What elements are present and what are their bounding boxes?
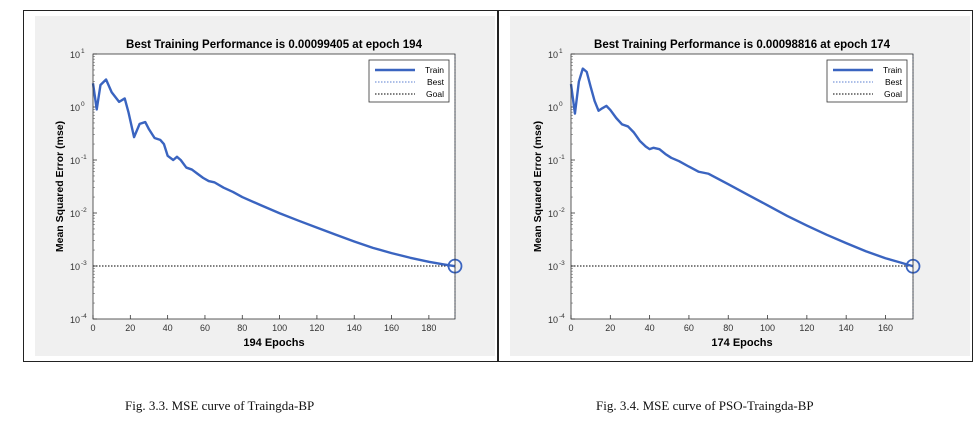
legend-label-goal: Goal xyxy=(884,89,902,99)
y-tick-exponent: -3 xyxy=(559,260,565,267)
legend-label-train: Train xyxy=(425,65,444,75)
x-tick-label: 160 xyxy=(878,323,893,333)
x-tick-label: 100 xyxy=(272,323,287,333)
caption-right: Fig. 3.4. MSE curve of PSO-Traingda-BP xyxy=(596,398,814,413)
x-tick-label: 0 xyxy=(568,323,573,333)
x-tick-label: 180 xyxy=(421,323,436,333)
y-tick-exponent: 1 xyxy=(81,48,85,55)
chart-title: Best Training Performance is 0.00098816 … xyxy=(594,39,891,51)
legend: Train Best Goal xyxy=(826,59,908,103)
y-axis-label: Mean Squared Error (mse) xyxy=(54,121,66,252)
x-tick-label: 40 xyxy=(645,323,655,333)
y-tick-exponent: 0 xyxy=(559,101,563,108)
legend-box xyxy=(826,59,908,103)
train-line xyxy=(569,67,914,268)
y-tick-label: 10 xyxy=(548,156,558,166)
x-tick-label: 120 xyxy=(799,323,814,333)
y-tick-label: 10 xyxy=(548,103,558,113)
x-tick-label: 20 xyxy=(605,323,615,333)
legend-label-goal: Goal xyxy=(426,89,444,99)
y-tick-label: 10 xyxy=(70,103,80,113)
x-tick-label: 80 xyxy=(237,323,247,333)
y-tick-label: 10 xyxy=(70,156,80,166)
x-tick-label: 20 xyxy=(125,323,135,333)
chart-panel-left: Best Training Performance is 0.00099405 … xyxy=(35,16,495,356)
y-tick-exponent: -1 xyxy=(81,154,87,161)
y-tick-exponent: -1 xyxy=(559,154,565,161)
caption-left: Fig. 3.3. MSE curve of Traingda-BP xyxy=(125,398,315,413)
x-tick-label: 100 xyxy=(760,323,775,333)
y-tick-label: 10 xyxy=(548,262,558,272)
x-tick-label: 140 xyxy=(347,323,362,333)
x-tick-label: 40 xyxy=(163,323,173,333)
chart-title: Best Training Performance is 0.00099405 … xyxy=(126,39,423,51)
y-tick-exponent: -4 xyxy=(559,313,565,320)
y-tick-exponent: -4 xyxy=(81,313,87,320)
mse-chart-right: Best Training Performance is 0.00098816 … xyxy=(532,39,921,349)
plot-border xyxy=(92,53,456,320)
x-tick-label: 160 xyxy=(384,323,399,333)
x-tick-label: 60 xyxy=(200,323,210,333)
x-tick-label: 0 xyxy=(90,323,95,333)
x-tick-label: 60 xyxy=(684,323,694,333)
y-tick-exponent: -2 xyxy=(559,207,565,214)
x-tick-label: 80 xyxy=(723,323,733,333)
y-tick-label: 10 xyxy=(548,50,558,60)
y-tick-exponent: 0 xyxy=(81,101,85,108)
x-axis-label: 194 Epochs xyxy=(243,337,304,349)
x-axis-label: 174 Epochs xyxy=(711,337,772,349)
chart-panel-right: Best Training Performance is 0.00098816 … xyxy=(510,16,970,356)
y-tick-label: 10 xyxy=(70,315,80,325)
x-tick-label: 120 xyxy=(309,323,324,333)
y-axis-label: Mean Squared Error (mse) xyxy=(532,121,544,252)
y-tick-label: 10 xyxy=(70,262,80,272)
mse-chart-left: Best Training Performance is 0.00099405 … xyxy=(54,39,463,349)
y-tick-label: 10 xyxy=(548,209,558,219)
x-tick-label: 140 xyxy=(839,323,854,333)
legend-label-best: Best xyxy=(885,77,903,87)
y-tick-label: 10 xyxy=(70,209,80,219)
y-tick-exponent: -2 xyxy=(81,207,87,214)
legend-label-best: Best xyxy=(427,77,445,87)
legend: Train Best Goal xyxy=(368,59,450,103)
y-tick-label: 10 xyxy=(548,315,558,325)
figure-divider xyxy=(497,10,499,362)
legend-label-train: Train xyxy=(883,65,902,75)
y-tick-exponent: -3 xyxy=(81,260,87,267)
train-line xyxy=(91,78,456,268)
y-tick-label: 10 xyxy=(70,50,80,60)
legend-box xyxy=(368,59,450,103)
y-tick-exponent: 1 xyxy=(559,48,563,55)
plot-border xyxy=(570,53,914,320)
